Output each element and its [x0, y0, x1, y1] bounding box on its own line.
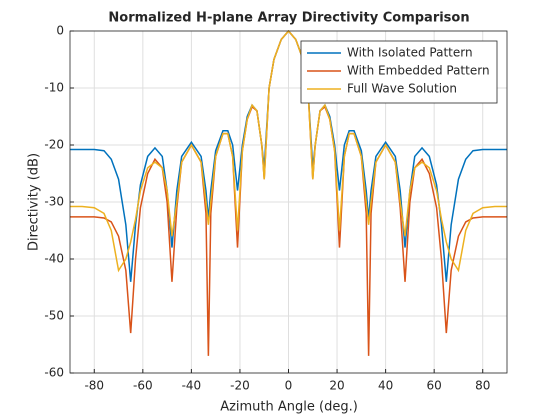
legend-label: With Isolated Pattern	[347, 46, 473, 60]
x-tick-label: 20	[329, 379, 344, 393]
x-tick-label: 60	[427, 379, 442, 393]
legend-box	[300, 40, 498, 104]
y-tick-label: -60	[44, 366, 64, 380]
x-tick-label: 40	[378, 379, 393, 393]
y-axis-label: Directivity (dB)	[27, 153, 42, 251]
plot-frame	[69, 30, 508, 374]
x-tick-label: 80	[475, 379, 490, 393]
x-axis-label: Azimuth Angle (deg.)	[220, 400, 358, 415]
y-tick-label: 0	[56, 24, 64, 38]
x-tick-label: -60	[133, 379, 153, 393]
y-tick-label: -50	[44, 309, 64, 323]
legend-label: With Embedded Pattern	[347, 64, 490, 78]
x-tick-label: -20	[230, 379, 250, 393]
y-tick-label: -40	[44, 252, 64, 266]
y-tick-label: -30	[44, 195, 64, 209]
chart-title: Normalized H-plane Array Directivity Com…	[108, 11, 469, 26]
legend-label: Full Wave Solution	[347, 82, 457, 96]
x-tick-label: 0	[285, 379, 293, 393]
x-tick-label: -80	[84, 379, 104, 393]
y-tick-label: -20	[44, 138, 64, 152]
y-tick-label: -10	[44, 81, 64, 95]
x-tick-label: -40	[182, 379, 202, 393]
